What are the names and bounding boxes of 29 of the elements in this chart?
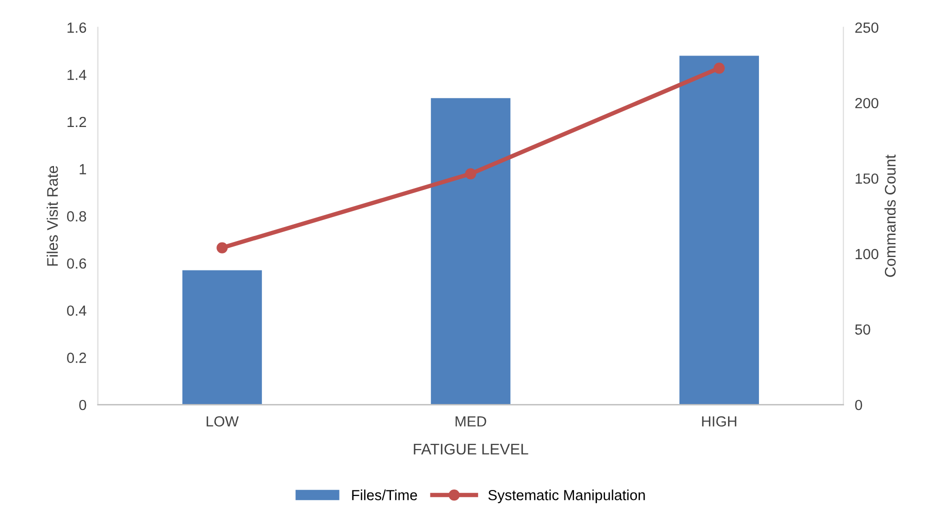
y-tick-label: 1.2 (68, 116, 86, 128)
bar (679, 56, 759, 405)
y2-tick-label: 150 (856, 173, 878, 184)
y2-tick-label: 50 (855, 324, 870, 335)
y-tick-label: 0.2 (67, 352, 86, 363)
x-axis-title: FATIGUE LEVEL (414, 444, 528, 455)
y-tick-label: 0.6 (67, 258, 86, 269)
y2-tick-label: 100 (856, 248, 878, 260)
y-tick-label: 1.6 (68, 22, 86, 33)
x-tick-label: HIGH (702, 416, 736, 427)
legend-label: Systematic Manipulation (488, 490, 645, 504)
y-tick-label: 0.4 (67, 306, 86, 316)
bar (182, 270, 262, 405)
y-tick-label: 0.8 (67, 211, 86, 222)
x-tick-label: MED (456, 416, 486, 426)
y-tick-label: 1.4 (68, 70, 86, 80)
point (465, 168, 476, 180)
y2-axis-title: Commands Count (884, 154, 896, 277)
point (216, 242, 228, 254)
y2-tick-label: 200 (855, 98, 878, 108)
legend-label: Files/Time (352, 490, 418, 500)
y-tick-label: 0 (79, 400, 86, 410)
y2-tick-label: 250 (855, 22, 878, 33)
y-tick-label: 1 (80, 164, 86, 174)
x-tick-label: LOW (206, 416, 239, 427)
bar (430, 98, 510, 405)
y2-tick-label: 0 (855, 400, 862, 410)
y-axis-title: Files Visit Rate (46, 166, 58, 266)
point (714, 62, 725, 74)
